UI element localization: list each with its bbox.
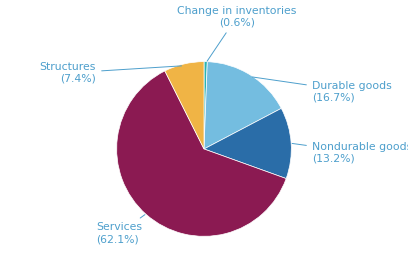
Text: Nondurable goods
(13.2%): Nondurable goods (13.2%): [292, 142, 408, 164]
Text: Services
(62.1%): Services (62.1%): [96, 215, 145, 244]
Wedge shape: [165, 62, 204, 149]
Text: Change in inventories
(0.6%): Change in inventories (0.6%): [177, 6, 297, 61]
Wedge shape: [117, 71, 286, 236]
Wedge shape: [204, 108, 291, 179]
Text: Durable goods
(16.7%): Durable goods (16.7%): [253, 77, 392, 102]
Text: Structures
(7.4%): Structures (7.4%): [40, 62, 182, 84]
Wedge shape: [204, 62, 281, 149]
Wedge shape: [204, 62, 207, 149]
